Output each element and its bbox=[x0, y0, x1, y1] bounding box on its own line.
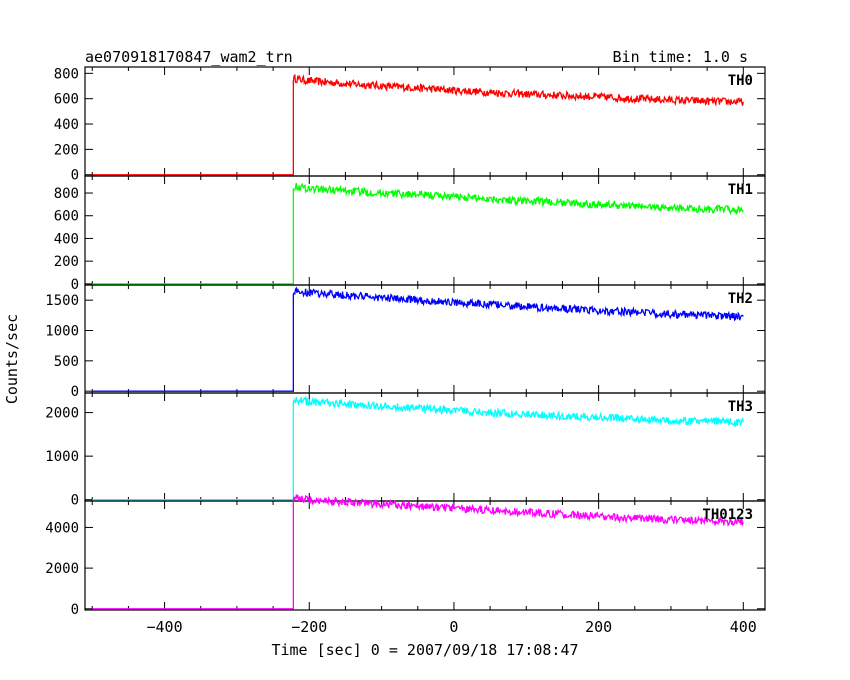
series-label-th1: TH1 bbox=[728, 182, 753, 198]
y-tick-label: 200 bbox=[54, 254, 79, 270]
series-label-th3: TH3 bbox=[728, 399, 753, 415]
y-tick-label: 2000 bbox=[45, 406, 79, 422]
y-tick-label: 600 bbox=[54, 92, 79, 108]
x-tick-label: 400 bbox=[730, 618, 757, 636]
x-tick-label: −200 bbox=[291, 618, 327, 636]
y-tick-label: 500 bbox=[54, 354, 79, 370]
bin-time-label: Bin time: 1.0 s bbox=[613, 48, 748, 66]
series-line-th1 bbox=[92, 182, 744, 285]
y-tick-label: 0 bbox=[71, 384, 79, 400]
y-tick-label: 800 bbox=[54, 186, 79, 202]
panel-frame-th0 bbox=[84, 66, 766, 177]
y-tick-label: 2000 bbox=[45, 561, 79, 577]
x-tick-label: 0 bbox=[449, 618, 458, 636]
y-tick-label: 400 bbox=[54, 117, 79, 133]
y-tick-label: 1000 bbox=[45, 324, 79, 340]
panel-frame-th0123 bbox=[84, 500, 766, 611]
x-axis-label: Time [sec] 0 = 2007/09/18 17:08:47 bbox=[271, 641, 578, 659]
series-line-th2 bbox=[92, 286, 744, 392]
panels-group: 0 200 400 600 800 TH0 0 200 400 600 800 TH1 0 500 1000… bbox=[45, 66, 766, 636]
y-tick-label: 0 bbox=[71, 277, 79, 293]
x-tick-label: −400 bbox=[147, 618, 183, 636]
y-tick-label: 1000 bbox=[45, 449, 79, 465]
y-tick-label: 800 bbox=[54, 66, 79, 82]
chart-title: ae070918170847_wam2_trn bbox=[85, 48, 293, 66]
y-tick-label: 0 bbox=[71, 493, 79, 509]
series-label-th0: TH0 bbox=[728, 73, 753, 89]
series-line-th3 bbox=[92, 395, 744, 501]
y-tick-label: 4000 bbox=[45, 520, 79, 536]
series-line-th0123 bbox=[92, 493, 744, 610]
y-tick-label: 0 bbox=[71, 602, 79, 618]
series-label-th2: TH2 bbox=[728, 291, 753, 307]
series-label-th0123: TH0123 bbox=[702, 507, 753, 523]
y-tick-label: 400 bbox=[54, 231, 79, 247]
x-tick-label: 200 bbox=[585, 618, 612, 636]
y-tick-label: 200 bbox=[54, 142, 79, 158]
series-line-th0 bbox=[92, 73, 744, 176]
y-axis-label: Counts/sec bbox=[3, 314, 21, 404]
y-tick-label: 0 bbox=[71, 168, 79, 184]
y-tick-label: 1500 bbox=[45, 293, 79, 309]
y-tick-label: 600 bbox=[54, 209, 79, 225]
